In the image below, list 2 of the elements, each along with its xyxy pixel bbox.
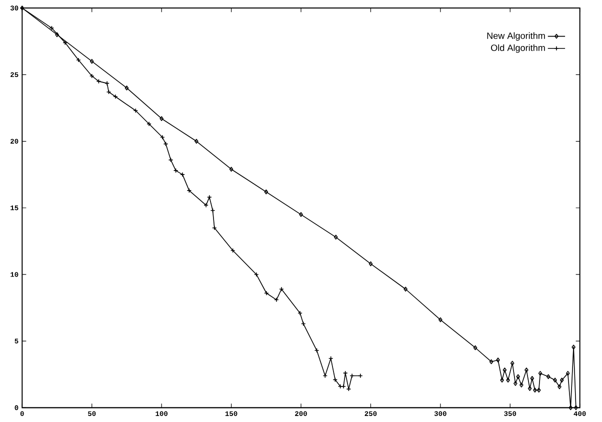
legend-label: New Algorithm: [487, 32, 545, 41]
legend-label: Old Algorithm: [491, 44, 545, 53]
